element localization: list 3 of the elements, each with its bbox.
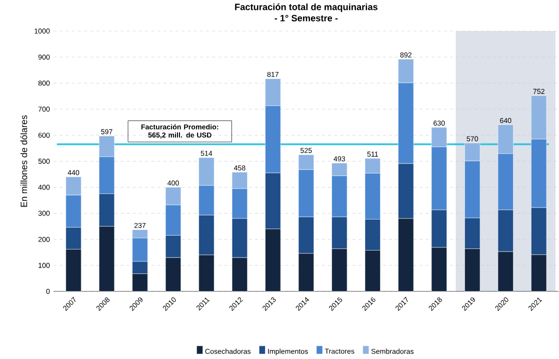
y-axis-title: En millones de dólares <box>20 115 28 207</box>
chart-subtitle: - 1° Semestre - <box>274 14 338 22</box>
chart-title: Facturación total de maquinarias <box>235 3 378 12</box>
